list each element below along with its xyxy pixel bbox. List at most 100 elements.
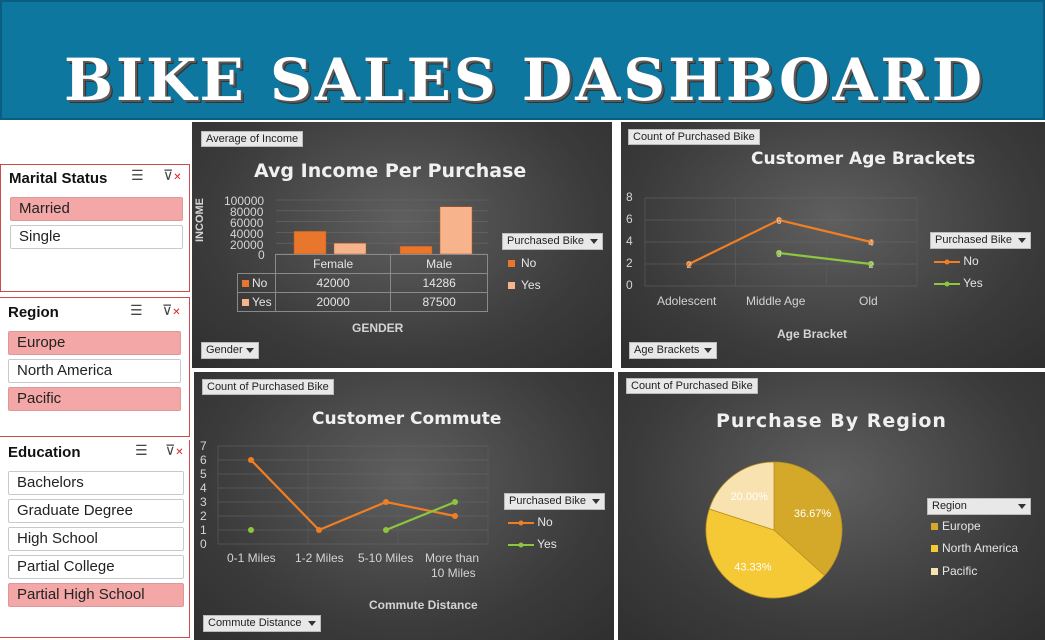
slicer-title: Marital Status bbox=[9, 170, 108, 187]
data-point-yes[interactable] bbox=[776, 250, 782, 256]
data-label: 3 bbox=[776, 249, 781, 259]
legend-item-yes: Yes bbox=[508, 537, 557, 551]
data-label: 2 bbox=[868, 260, 873, 270]
legend-item-no: No bbox=[508, 515, 553, 529]
data-point-no[interactable] bbox=[776, 217, 782, 223]
slicer-item-married[interactable]: Married bbox=[10, 197, 183, 221]
clear-filter-icon[interactable]: ⊽✕ bbox=[163, 168, 182, 184]
table-row-key: No bbox=[237, 273, 276, 293]
data-label: 4 bbox=[868, 238, 873, 248]
chart-title: Avg Income Per Purchase bbox=[254, 160, 527, 182]
data-point-no[interactable] bbox=[248, 457, 254, 463]
data-point-no[interactable] bbox=[686, 261, 692, 267]
bar-no-male[interactable] bbox=[399, 246, 433, 255]
y-tick-label: 5 bbox=[200, 467, 207, 481]
y-tick-label: 3 bbox=[200, 495, 207, 509]
y-tick-label: 2 bbox=[200, 509, 207, 523]
x-tick-label: More than bbox=[425, 551, 480, 565]
income-chart-panel: Average of Income Avg Income Per Purchas… bbox=[192, 122, 612, 368]
data-point-yes[interactable] bbox=[383, 527, 389, 533]
region-slicer: Region ☰ ⊽✕ Europe North America Pacific bbox=[0, 297, 190, 437]
table-header-male: Male bbox=[390, 254, 488, 274]
education-slicer: Education ☰ ⊽✕ Bachelors Graduate Degree… bbox=[0, 440, 190, 638]
legend-field-button[interactable]: Region bbox=[927, 498, 1031, 515]
table-row-key: Yes bbox=[237, 292, 276, 312]
legend-item-no: No bbox=[934, 254, 979, 268]
axis-field-button[interactable]: Commute Distance bbox=[203, 615, 321, 632]
legend-field-button[interactable]: Purchased Bike bbox=[502, 233, 603, 250]
data-point-yes[interactable] bbox=[452, 499, 458, 505]
table-cell: 42000 bbox=[274, 273, 392, 293]
x-tick-label: Adolescent bbox=[657, 294, 717, 308]
clear-filter-icon[interactable]: ⊽✕ bbox=[165, 443, 184, 459]
data-point-yes[interactable] bbox=[868, 261, 874, 267]
slicer-item-bachelors[interactable]: Bachelors bbox=[8, 471, 184, 495]
pie-data-label: 20.00% bbox=[731, 491, 769, 503]
value-field-tag[interactable]: Count of Purchased Bike bbox=[202, 379, 334, 395]
slicer-item-high-school[interactable]: High School bbox=[8, 527, 184, 551]
pie-data-label: 36.67% bbox=[794, 508, 832, 520]
data-point-no[interactable] bbox=[868, 239, 874, 245]
y-tick-label: 8 bbox=[626, 190, 633, 204]
slicer-item-partial-high-school[interactable]: Partial High School bbox=[8, 583, 184, 607]
x-tick-label: Old bbox=[859, 294, 878, 308]
marital-status-slicer: Marital Status ☰ ⊽✕ Married Single bbox=[0, 164, 190, 292]
multi-select-icon[interactable]: ☰ bbox=[130, 303, 143, 319]
y-tick-label: 0 bbox=[200, 537, 207, 551]
slicer-item-graduate-degree[interactable]: Graduate Degree bbox=[8, 499, 184, 523]
legend-item-no: No bbox=[508, 256, 536, 270]
value-field-tag[interactable]: Count of Purchased Bike bbox=[628, 129, 760, 145]
pie-data-label: 43.33% bbox=[734, 562, 772, 574]
legend-item-yes: Yes bbox=[934, 276, 983, 290]
data-point-no[interactable] bbox=[383, 499, 389, 505]
series-line-yes[interactable] bbox=[778, 251, 872, 266]
slicer-title: Education bbox=[8, 444, 81, 461]
slicer-item-pacific[interactable]: Pacific bbox=[8, 387, 181, 411]
bar-yes-female[interactable] bbox=[333, 242, 367, 255]
value-field-tag[interactable]: Average of Income bbox=[201, 131, 304, 147]
data-point-no[interactable] bbox=[452, 513, 458, 519]
y-tick-label: 100000 bbox=[224, 194, 265, 208]
pie-slice-north-america[interactable] bbox=[705, 508, 826, 599]
x-tick-label: 1-2 Miles bbox=[295, 551, 344, 565]
y-tick-label: 20000 bbox=[230, 238, 264, 252]
table-cell: 87500 bbox=[390, 292, 488, 312]
y-tick-label: 40000 bbox=[230, 227, 264, 241]
table-cell: 20000 bbox=[274, 292, 392, 312]
multi-select-icon[interactable]: ☰ bbox=[131, 168, 144, 184]
legend-field-button[interactable]: Purchased Bike bbox=[930, 232, 1031, 249]
value-field-tag[interactable]: Count of Purchased Bike bbox=[626, 378, 758, 394]
bar-yes-male[interactable] bbox=[439, 206, 473, 255]
table-cell: 14286 bbox=[390, 273, 488, 293]
chart-title: Purchase By Region bbox=[716, 410, 947, 432]
x-axis-title: Commute Distance bbox=[369, 598, 478, 612]
data-label: 6 bbox=[776, 216, 781, 226]
y-tick-label: 80000 bbox=[230, 205, 264, 219]
x-tick-label: Middle Age bbox=[746, 294, 806, 308]
slicer-item-single[interactable]: Single bbox=[10, 225, 183, 249]
legend-item-europe: Europe bbox=[931, 519, 981, 533]
chart-title: Customer Age Brackets bbox=[751, 149, 976, 169]
bar-no-female[interactable] bbox=[293, 231, 327, 255]
multi-select-icon[interactable]: ☰ bbox=[135, 443, 148, 459]
legend-item-pacific: Pacific bbox=[931, 564, 977, 578]
slicer-title: Region bbox=[8, 304, 59, 321]
pie-slice-europe[interactable] bbox=[773, 461, 843, 577]
series-line-yes[interactable] bbox=[385, 500, 456, 532]
commute-chart-panel: Count of Purchased Bike Customer Commute… bbox=[194, 372, 614, 640]
y-tick-label: 60000 bbox=[230, 216, 264, 230]
y-tick-label: 6 bbox=[200, 453, 207, 467]
data-point-yes[interactable] bbox=[248, 527, 254, 533]
slicer-item-partial-college[interactable]: Partial College bbox=[8, 555, 184, 579]
axis-field-button[interactable]: Gender bbox=[201, 342, 259, 359]
clear-filter-icon[interactable]: ⊽✕ bbox=[162, 303, 181, 319]
chart-title: Customer Commute bbox=[312, 409, 502, 429]
data-point-no[interactable] bbox=[316, 527, 322, 533]
series-line-no[interactable] bbox=[250, 459, 456, 532]
axis-field-button[interactable]: Age Brackets bbox=[629, 342, 717, 359]
pie-slice-pacific[interactable] bbox=[708, 461, 775, 531]
legend-field-button[interactable]: Purchased Bike bbox=[504, 493, 605, 510]
slicer-item-europe[interactable]: Europe bbox=[8, 331, 181, 355]
commute-line-plot bbox=[217, 445, 489, 545]
slicer-item-north-america[interactable]: North America bbox=[8, 359, 181, 383]
